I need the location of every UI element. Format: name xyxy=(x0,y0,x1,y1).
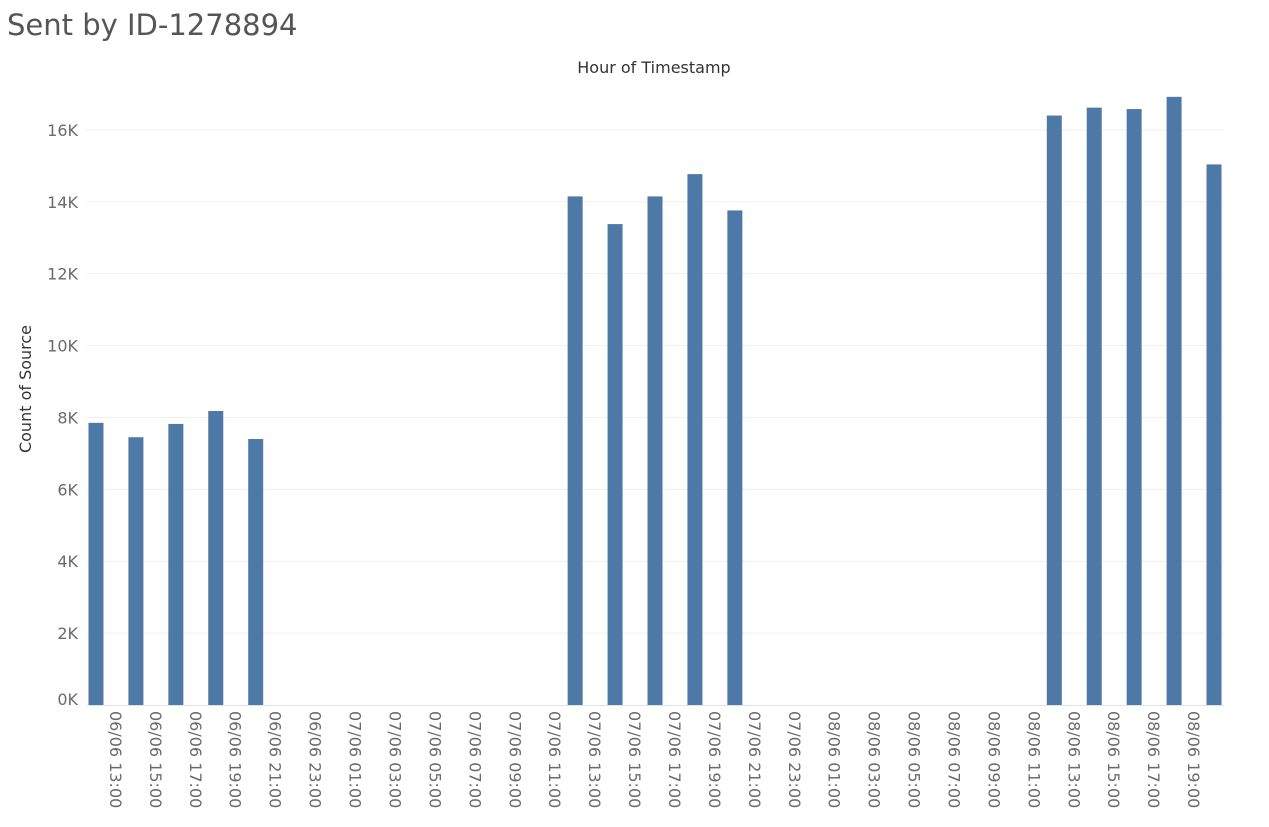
x-tick-label: 07/06 01:00 xyxy=(346,711,365,808)
x-tick-label: 06/06 21:00 xyxy=(266,711,285,808)
bar[interactable] xyxy=(727,210,743,705)
bars xyxy=(88,96,1222,706)
x-tick-label: 08/06 01:00 xyxy=(825,711,844,808)
bar[interactable] xyxy=(687,174,703,705)
x-axis-ticks: 06/06 13:00 06/06 15:00 06/06 17:00 06/06 1… xyxy=(106,711,1203,808)
x-tick-label: 06/06 13:00 xyxy=(106,711,125,808)
bar[interactable] xyxy=(607,224,623,705)
y-tick-label: 6K xyxy=(57,480,78,499)
x-tick-label: 06/06 23:00 xyxy=(306,711,325,808)
x-tick-label: 08/06 03:00 xyxy=(865,711,884,808)
y-tick-label: 16K xyxy=(47,121,78,140)
bar[interactable] xyxy=(1046,115,1062,706)
y-tick-label: 12K xyxy=(47,265,78,284)
y-axis-title: Count of Source xyxy=(16,325,35,453)
y-tick-label: 8K xyxy=(57,408,78,427)
x-tick-label: 07/06 15:00 xyxy=(625,711,644,808)
x-tick-label: 07/06 13:00 xyxy=(585,711,604,808)
x-tick-label: 07/06 21:00 xyxy=(745,711,764,808)
bar[interactable] xyxy=(1126,109,1142,705)
x-axis-title: Hour of Timestamp xyxy=(577,58,730,77)
bar[interactable] xyxy=(128,437,144,705)
x-tick-label: 07/06 03:00 xyxy=(385,711,404,808)
x-tick-label: 07/06 07:00 xyxy=(465,711,484,808)
y-tick-label: 14K xyxy=(47,193,78,212)
x-tick-label: 08/06 19:00 xyxy=(1184,711,1203,808)
y-tick-label: 10K xyxy=(47,337,78,356)
bar[interactable] xyxy=(647,196,663,705)
bar[interactable] xyxy=(168,423,184,705)
bar[interactable] xyxy=(248,439,264,705)
x-tick-label: 06/06 15:00 xyxy=(146,711,165,808)
bar[interactable] xyxy=(208,410,224,705)
x-tick-label: 06/06 19:00 xyxy=(226,711,245,808)
y-axis-ticks: 0K 2K 4K 6K 8K 10K 12K 14K 16K xyxy=(47,121,78,709)
x-tick-label: 07/06 09:00 xyxy=(505,711,524,808)
x-tick-label: 07/06 23:00 xyxy=(785,711,804,808)
x-tick-label: 06/06 17:00 xyxy=(186,711,205,808)
sheet-title: Sent by ID-1278894 xyxy=(7,8,298,42)
x-tick-label: 08/06 05:00 xyxy=(905,711,924,808)
x-tick-label: 08/06 17:00 xyxy=(1144,711,1163,808)
x-tick-label: 08/06 11:00 xyxy=(1024,711,1043,808)
x-tick-label: 07/06 11:00 xyxy=(545,711,564,808)
x-tick-label: 08/06 07:00 xyxy=(944,711,963,808)
bar[interactable] xyxy=(1206,164,1222,706)
x-tick-label: 08/06 15:00 xyxy=(1104,711,1123,808)
x-tick-label: 08/06 13:00 xyxy=(1064,711,1083,808)
x-tick-label: 07/06 19:00 xyxy=(705,711,724,808)
bar[interactable] xyxy=(88,422,104,705)
bar[interactable] xyxy=(567,196,583,705)
y-tick-label: 2K xyxy=(57,624,78,643)
x-tick-label: 08/06 09:00 xyxy=(984,711,1003,808)
bar[interactable] xyxy=(1086,107,1102,705)
y-tick-label: 0K xyxy=(57,690,78,709)
bar[interactable] xyxy=(1166,96,1182,706)
x-tick-label: 07/06 17:00 xyxy=(665,711,684,808)
x-tick-label: 07/06 05:00 xyxy=(425,711,444,808)
y-tick-label: 4K xyxy=(57,552,78,571)
